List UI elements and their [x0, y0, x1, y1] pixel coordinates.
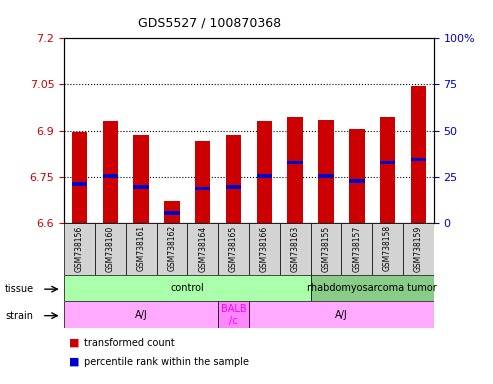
Bar [318, 120, 334, 223]
Text: GSM738157: GSM738157 [352, 225, 361, 271]
Bar [134, 135, 149, 223]
FancyBboxPatch shape [341, 223, 372, 275]
Text: GDS5527 / 100870368: GDS5527 / 100870368 [138, 17, 281, 30]
Bar [349, 129, 364, 223]
Bar [72, 132, 87, 223]
FancyBboxPatch shape [157, 223, 187, 275]
Bar [287, 117, 303, 223]
FancyBboxPatch shape [372, 223, 403, 275]
Bar [103, 174, 118, 178]
Bar [349, 179, 364, 183]
FancyBboxPatch shape [187, 223, 218, 275]
Text: percentile rank within the sample: percentile rank within the sample [84, 357, 249, 367]
Bar [287, 161, 303, 164]
Bar [134, 185, 149, 189]
Text: transformed count: transformed count [84, 338, 175, 348]
Bar [195, 141, 211, 223]
FancyBboxPatch shape [403, 223, 434, 275]
FancyBboxPatch shape [218, 223, 249, 275]
Text: ■: ■ [69, 357, 79, 367]
Bar [257, 121, 272, 223]
FancyBboxPatch shape [311, 223, 341, 275]
Bar [257, 174, 272, 178]
Bar [226, 185, 241, 189]
Text: GSM738159: GSM738159 [414, 225, 423, 271]
Bar [318, 174, 334, 178]
Text: control: control [171, 283, 204, 293]
Text: GSM738161: GSM738161 [137, 225, 145, 271]
Text: GSM738156: GSM738156 [75, 225, 84, 271]
Bar [72, 182, 87, 186]
Bar [103, 121, 118, 223]
Text: GSM738162: GSM738162 [168, 225, 176, 271]
Text: GSM738158: GSM738158 [383, 225, 392, 271]
Bar [411, 157, 426, 161]
Bar [411, 86, 426, 223]
Text: A/J: A/J [135, 310, 147, 320]
FancyBboxPatch shape [95, 223, 126, 275]
FancyBboxPatch shape [249, 223, 280, 275]
FancyBboxPatch shape [64, 223, 95, 275]
FancyBboxPatch shape [280, 223, 311, 275]
Bar [226, 135, 241, 223]
Text: tissue: tissue [5, 284, 34, 294]
Text: BALB
/c: BALB /c [221, 304, 246, 326]
Text: GSM738165: GSM738165 [229, 225, 238, 271]
Bar [380, 117, 395, 223]
FancyBboxPatch shape [64, 275, 311, 301]
Bar [380, 161, 395, 164]
FancyBboxPatch shape [126, 223, 157, 275]
FancyBboxPatch shape [249, 301, 434, 328]
Text: A/J: A/J [335, 310, 348, 320]
Bar [164, 211, 179, 215]
FancyBboxPatch shape [218, 301, 249, 328]
Bar [164, 201, 179, 223]
Text: GSM738164: GSM738164 [198, 225, 207, 271]
Text: rhabdomyosarcoma tumor: rhabdomyosarcoma tumor [307, 283, 437, 293]
FancyBboxPatch shape [64, 301, 218, 328]
Text: GSM738166: GSM738166 [260, 225, 269, 271]
Text: ■: ■ [69, 338, 79, 348]
FancyBboxPatch shape [311, 275, 434, 301]
Bar [195, 187, 211, 190]
Text: GSM738160: GSM738160 [106, 225, 115, 271]
Text: strain: strain [5, 311, 33, 321]
Text: GSM738155: GSM738155 [321, 225, 330, 271]
Text: GSM738163: GSM738163 [291, 225, 300, 271]
